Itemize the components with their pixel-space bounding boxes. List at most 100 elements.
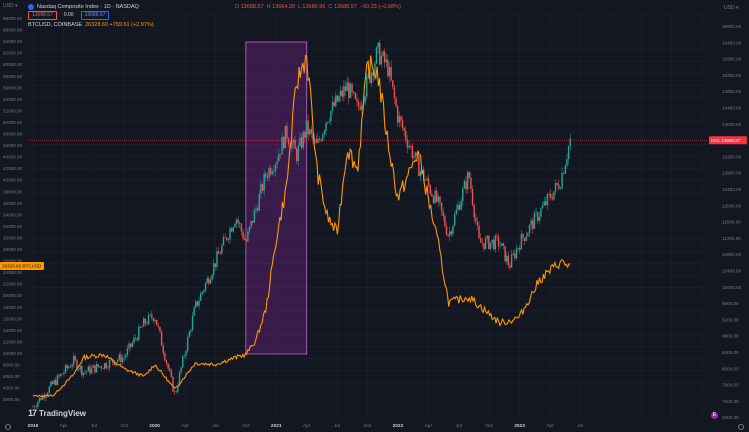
nasdaq-candle <box>353 91 355 95</box>
nasdaq-candle <box>336 95 339 103</box>
ohlc-low: L 13686.96 <box>298 3 326 10</box>
nasdaq-candle <box>357 98 360 112</box>
nasdaq-candle <box>260 179 262 200</box>
nasdaq-candle <box>252 220 254 226</box>
nasdaq-candle <box>304 129 306 144</box>
nasdaq-candle <box>188 330 190 338</box>
nasdaq-candle <box>566 153 568 169</box>
left-axis-tick: 22000.00 <box>3 282 23 287</box>
time-axis-tick: 2020 <box>149 423 160 429</box>
left-axis-tick: 16000.00 <box>3 316 23 321</box>
time-axis-tick: Apr <box>546 423 554 429</box>
nasdaq-candle <box>445 221 448 236</box>
nasdaq-candle <box>510 249 513 268</box>
globe-icon[interactable] <box>5 424 11 430</box>
nasdaq-candle <box>274 162 277 177</box>
tradingview-brand[interactable]: 17 TradingView <box>28 408 86 418</box>
nasdaq-candle <box>87 365 90 372</box>
nasdaq-candle <box>56 373 59 386</box>
nasdaq-candle <box>74 353 77 363</box>
left-axis-tick: 40000.00 <box>3 178 23 183</box>
time-axis-tick: Jul <box>577 423 583 429</box>
nasdaq-candle <box>170 368 173 379</box>
time-axis-tick: Jul <box>91 423 97 429</box>
nasdaq-candle <box>351 82 353 97</box>
nasdaq-candle <box>53 378 55 386</box>
spread-value: 0.00 <box>63 12 74 18</box>
nasdaq-candle <box>48 385 50 394</box>
nasdaq-candle <box>382 50 384 58</box>
nasdaq-candle <box>496 232 498 241</box>
nasdaq-candle <box>240 222 243 236</box>
left-axis-tick: 50000.00 <box>3 120 23 125</box>
nasdaq-candle <box>204 282 207 293</box>
nasdaq-candle <box>379 39 381 66</box>
nasdaq-candle <box>86 370 88 375</box>
right-axis-tick: 14800.00 <box>722 89 742 94</box>
nasdaq-candle <box>102 367 104 370</box>
right-currency-selector[interactable]: USD ▾ <box>724 5 739 11</box>
ohlc-change: −50.23 (−0.68%) <box>359 3 401 10</box>
highlight-zone[interactable] <box>245 41 308 355</box>
nasdaq-candle <box>349 82 352 99</box>
nasdaq-candle <box>149 313 151 317</box>
nasdaq-candle <box>318 136 321 143</box>
tradingview-name: TradingView <box>39 408 86 418</box>
btc-series-title[interactable]: BTCUSD, COINBASE <box>28 21 83 28</box>
nasdaq-candle <box>346 75 348 92</box>
nasdaq-candle <box>338 91 340 103</box>
nasdaq-candle <box>196 301 199 308</box>
left-price-axis[interactable]: 68000.00 66000.00 64000.00 62000.00 60000.00… <box>3 16 23 402</box>
time-axis[interactable]: 2019 Apr Jul Oct 2020 Apr Jul Oct 2021 Apr Jul Oct 2… <box>28 423 584 429</box>
nasdaq-candle <box>144 317 147 327</box>
nasdaq-candle <box>442 207 444 222</box>
nasdaq-candle <box>159 326 161 334</box>
left-axis-tick: 46000.00 <box>3 143 23 148</box>
ohlc-high: H 13664.30 <box>266 3 296 10</box>
nasdaq-candle <box>232 226 234 234</box>
nasdaq-candle <box>172 376 174 393</box>
nasdaq-candle <box>229 225 231 245</box>
nasdaq-candle <box>266 172 269 182</box>
nasdaq-candle <box>439 195 441 207</box>
events-button[interactable]: E <box>711 412 718 419</box>
nasdaq-candle <box>283 135 285 150</box>
nasdaq-candle <box>250 220 252 229</box>
right-axis-tick: 16400.00 <box>722 40 742 45</box>
settings-gear-icon[interactable] <box>738 424 744 430</box>
sell-button[interactable]: 13688.57 <box>28 11 57 20</box>
nasdaq-candle <box>224 233 226 238</box>
nasdaq-candle <box>186 335 189 354</box>
nasdaq-candle <box>502 242 505 250</box>
right-axis-tick: 8400.00 <box>722 350 739 355</box>
nasdaq-candle <box>182 354 184 369</box>
nasdaq-candle <box>429 183 431 196</box>
nasdaq-candle <box>129 343 132 351</box>
left-axis-tick: 68000.00 <box>3 16 23 21</box>
right-price-axis[interactable]: 16800.00 16400.00 15600.00 15200.00 14800.00… <box>722 24 742 420</box>
nasdaq-candle <box>367 72 370 79</box>
left-axis-tick: 66000.00 <box>3 28 23 33</box>
nasdaq-candle <box>533 210 536 229</box>
left-axis-tick: 62000.00 <box>3 51 23 56</box>
nasdaq-candle <box>84 369 86 375</box>
left-currency-selector[interactable]: USD ▾ <box>3 3 18 9</box>
nasdaq-candle <box>370 70 373 87</box>
nasdaq-candle <box>296 146 298 165</box>
nasdaq-candle <box>201 291 204 296</box>
nasdaq-candle <box>528 223 531 238</box>
nasdaq-candle <box>248 226 251 234</box>
time-axis-tick: Apr <box>425 423 433 429</box>
nasdaq-candle <box>344 80 347 96</box>
nasdaq-candle <box>89 363 91 376</box>
buy-button[interactable]: 13688.57 <box>80 11 110 20</box>
symbol-title[interactable]: Nasdaq Composite Index · 1D · NASDAQ <box>37 3 139 10</box>
left-axis-tick: 56000.00 <box>3 85 23 90</box>
nasdaq-candle <box>242 228 244 242</box>
nasdaq-candle <box>253 208 256 223</box>
nasdaq-candle <box>431 189 433 197</box>
nasdaq-candle <box>486 234 488 244</box>
right-axis-tick: 16800.00 <box>722 24 742 29</box>
nasdaq-candle <box>383 48 386 69</box>
